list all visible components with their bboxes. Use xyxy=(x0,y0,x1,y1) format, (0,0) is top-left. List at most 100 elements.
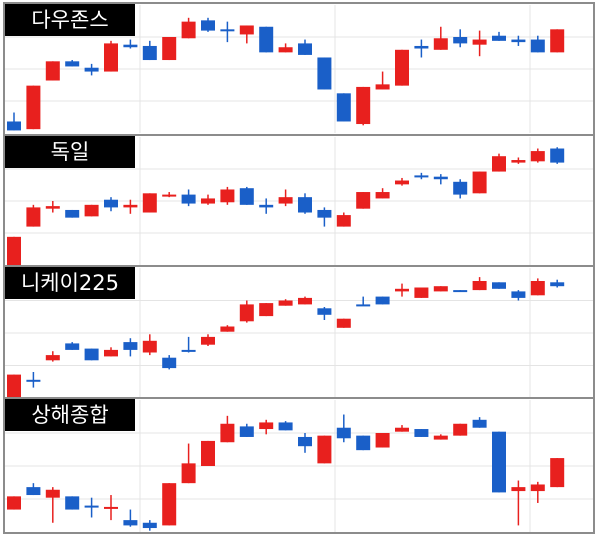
candle-body xyxy=(453,37,468,44)
candle-body xyxy=(395,288,409,292)
candle-body xyxy=(162,483,177,526)
candle-body xyxy=(375,192,390,199)
panel-title: 니케이225 xyxy=(21,271,119,295)
candle-body xyxy=(7,121,21,131)
candle-body xyxy=(395,427,409,432)
candle-body xyxy=(550,458,565,488)
candle-body xyxy=(181,349,196,352)
candle-body xyxy=(201,440,215,466)
candle-body xyxy=(181,194,196,204)
candle-body xyxy=(239,25,254,35)
candle-body xyxy=(220,189,235,203)
candle-body xyxy=(511,160,526,163)
candle-body xyxy=(45,489,60,498)
candle-body xyxy=(336,215,351,227)
candle-body xyxy=(26,487,41,496)
candle-body xyxy=(181,463,196,484)
candle-body xyxy=(317,435,332,464)
candle-body xyxy=(26,207,41,227)
title-box xyxy=(5,399,135,431)
candle-body xyxy=(317,57,332,90)
candle-body xyxy=(550,282,565,287)
candle-body xyxy=(104,43,118,72)
candle-body xyxy=(511,291,526,298)
candle-body xyxy=(414,175,429,178)
candle-body xyxy=(317,209,332,218)
candle-body xyxy=(298,197,312,213)
candle-body xyxy=(84,505,99,508)
candle-body xyxy=(530,151,545,162)
candle-body xyxy=(7,236,21,265)
candle-body xyxy=(162,37,177,61)
candle-body xyxy=(45,61,60,81)
candle-body xyxy=(375,433,390,448)
candle-body xyxy=(84,204,99,217)
candle-body xyxy=(414,429,429,437)
candle-body xyxy=(433,435,448,440)
candle-body xyxy=(162,194,177,197)
candle-body xyxy=(201,20,215,31)
candle-body xyxy=(375,84,390,90)
candle-body xyxy=(395,49,409,86)
candle-body xyxy=(220,326,235,332)
candle-body xyxy=(142,193,157,213)
candle-body xyxy=(123,342,138,350)
candle-body xyxy=(201,198,215,204)
candle-body xyxy=(336,427,351,439)
candle-body xyxy=(201,336,215,345)
candle-body xyxy=(375,296,390,305)
candle-body xyxy=(142,45,157,61)
candle-body xyxy=(278,47,293,53)
candle-body xyxy=(453,423,468,436)
candle-body xyxy=(259,422,274,430)
candle-body xyxy=(472,39,487,45)
candle-body xyxy=(278,300,293,306)
panel-title: 다우존스 xyxy=(31,8,108,32)
candle-body xyxy=(298,43,312,55)
candle-body xyxy=(181,21,196,39)
candle-body xyxy=(259,26,274,53)
candle-body xyxy=(104,199,118,208)
candle-body xyxy=(530,484,545,492)
candle-body xyxy=(472,171,487,194)
candle-body xyxy=(65,209,80,218)
candle-body xyxy=(7,496,21,510)
candle-body xyxy=(65,61,80,67)
candle-body xyxy=(492,282,506,289)
candle-body xyxy=(142,522,157,529)
candle-body xyxy=(472,419,487,428)
candle-body xyxy=(453,290,468,293)
candle-body xyxy=(239,188,254,205)
panel-title: 독일 xyxy=(51,140,90,164)
candle-body xyxy=(453,181,468,195)
candle-body xyxy=(530,281,545,296)
candle-body xyxy=(317,308,332,315)
candle-body xyxy=(530,39,545,53)
candle-body xyxy=(123,44,138,48)
candle-body xyxy=(123,520,138,526)
candle-body xyxy=(65,496,80,510)
candle-body xyxy=(162,357,177,369)
candle-body xyxy=(278,422,293,431)
candle-body xyxy=(472,281,487,291)
candle-body xyxy=(259,204,274,208)
candle-body xyxy=(104,506,118,509)
candle-body xyxy=(239,304,254,322)
candle-body xyxy=(511,487,526,492)
candle-body xyxy=(492,156,506,172)
candle-body xyxy=(220,423,235,443)
candle-body xyxy=(492,431,506,493)
candle-body xyxy=(45,355,60,361)
candle-body xyxy=(356,304,371,307)
candle-body xyxy=(259,303,274,317)
title-box xyxy=(5,4,135,36)
candle-body xyxy=(395,180,409,185)
candle-body xyxy=(550,29,565,53)
candle-body xyxy=(433,38,448,50)
candle-body xyxy=(356,86,371,125)
candle-body xyxy=(142,340,157,353)
candle-body xyxy=(298,297,312,305)
candle-body xyxy=(220,29,235,32)
